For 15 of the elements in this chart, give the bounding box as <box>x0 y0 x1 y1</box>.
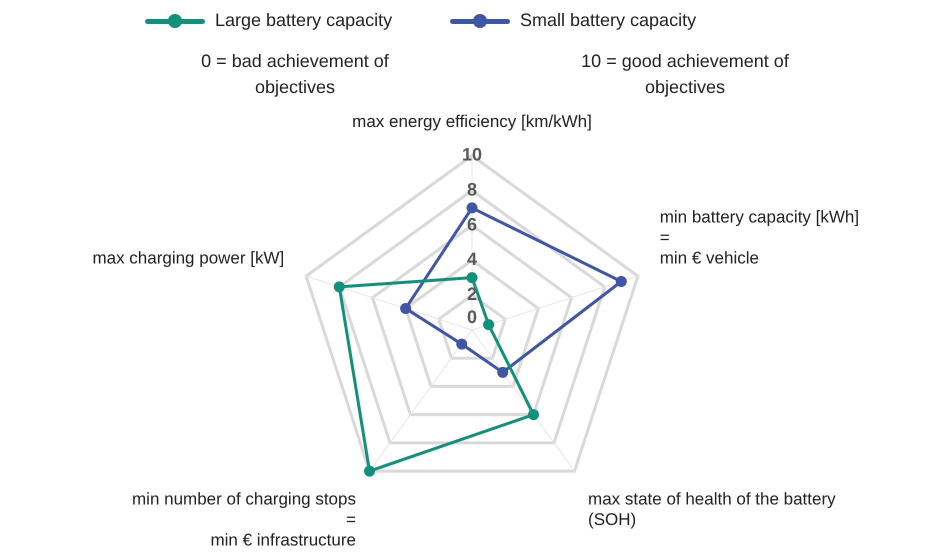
spoke-label: max charging power [kW] <box>92 248 284 268</box>
text: 10 = good achievement of objectives <box>580 50 790 100</box>
legend-label: Small battery capacity <box>520 10 696 31</box>
y-tick-label: 2 <box>466 284 478 304</box>
y-tick-label: 6 <box>466 214 478 234</box>
y-tick-label: 10 <box>462 144 482 165</box>
spoke-label: max state of health of the battery (SOH) <box>588 490 836 529</box>
legend-label: Large battery capacity <box>215 10 392 31</box>
spoke-label: max energy efficiency [km/kWh] <box>352 112 592 132</box>
spoke-label: min number of charging stops = min € infrastructure <box>132 490 356 550</box>
spoke-label: min battery capacity [kWh] = min € vehicle <box>660 208 860 268</box>
y-tick-label: 0 <box>466 306 478 327</box>
y-tick-label: 4 <box>466 249 478 270</box>
text: 0 = bad achievement of objectives <box>200 50 390 100</box>
y-tick-label: 8 <box>466 179 478 200</box>
